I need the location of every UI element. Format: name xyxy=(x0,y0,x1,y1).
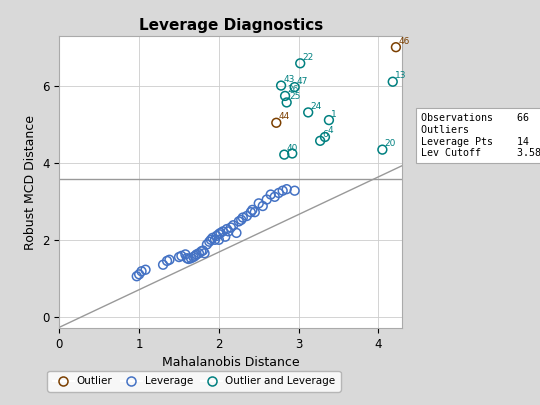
Point xyxy=(259,203,267,209)
Point xyxy=(175,254,184,260)
Point xyxy=(266,191,275,198)
Text: 20: 20 xyxy=(385,139,396,148)
Text: 13: 13 xyxy=(395,71,407,80)
Point xyxy=(216,230,225,236)
Point xyxy=(214,231,223,237)
Point xyxy=(288,150,296,157)
Point xyxy=(262,196,271,203)
Title: Leverage Diagnostics: Leverage Diagnostics xyxy=(139,17,323,32)
Text: 40: 40 xyxy=(287,144,298,153)
Text: 24: 24 xyxy=(310,102,322,111)
Point xyxy=(211,237,219,243)
Point xyxy=(282,99,291,106)
Point xyxy=(316,138,325,144)
Point xyxy=(141,266,150,273)
Point xyxy=(280,151,288,158)
Point xyxy=(135,271,144,277)
Text: 25: 25 xyxy=(289,92,300,101)
Text: 47: 47 xyxy=(297,77,308,85)
Point xyxy=(194,250,203,256)
Point xyxy=(378,146,387,153)
Point xyxy=(325,117,333,124)
Point xyxy=(278,188,287,194)
Point xyxy=(242,213,251,219)
Text: 22: 22 xyxy=(302,53,314,62)
Point xyxy=(229,222,238,228)
Point xyxy=(214,237,223,243)
Text: 43: 43 xyxy=(284,75,295,84)
Point xyxy=(239,214,247,221)
Point xyxy=(132,273,141,279)
Y-axis label: Robust MCD Distance: Robust MCD Distance xyxy=(24,115,37,250)
Text: 6: 6 xyxy=(322,130,328,139)
Point xyxy=(208,234,217,241)
Point xyxy=(159,262,167,268)
Point xyxy=(163,258,171,264)
Point xyxy=(291,84,299,90)
Point xyxy=(221,234,230,240)
Point xyxy=(281,93,289,99)
Point xyxy=(184,256,193,262)
Point xyxy=(212,233,221,239)
Text: 44: 44 xyxy=(279,112,290,121)
Point xyxy=(191,253,199,259)
X-axis label: Mahalanobis Distance: Mahalanobis Distance xyxy=(162,356,300,369)
Point xyxy=(187,255,195,262)
Point xyxy=(199,247,207,254)
Point xyxy=(177,253,186,259)
Point xyxy=(181,251,190,258)
Point xyxy=(291,188,299,194)
Point xyxy=(248,207,256,213)
Point xyxy=(296,60,305,66)
Point xyxy=(237,217,246,223)
Point xyxy=(202,241,211,247)
Point xyxy=(254,200,263,207)
Point xyxy=(224,228,233,234)
Point xyxy=(183,255,191,262)
Point xyxy=(274,190,283,196)
Point xyxy=(227,224,235,231)
Text: 46: 46 xyxy=(399,37,410,46)
Point xyxy=(271,194,279,200)
Point xyxy=(137,268,146,275)
Point xyxy=(277,82,286,89)
Text: Observations    66
Outliers              2
Leverage Pts    14
Lev Cutoff      3.: Observations 66 Outliers 2 Leverage Pts … xyxy=(421,113,540,158)
Point xyxy=(251,209,259,215)
Point xyxy=(282,186,291,192)
Point xyxy=(272,119,281,126)
Point xyxy=(304,109,313,116)
Point xyxy=(197,248,206,255)
Text: 26: 26 xyxy=(287,85,299,94)
Point xyxy=(207,237,215,243)
Point xyxy=(246,209,255,215)
Point xyxy=(388,79,397,85)
Text: 1: 1 xyxy=(332,110,337,119)
Text: 4: 4 xyxy=(327,126,333,135)
Point xyxy=(234,218,243,225)
Point xyxy=(192,251,201,258)
Point xyxy=(219,228,227,234)
Point xyxy=(165,256,174,263)
Point xyxy=(232,230,241,236)
Legend: Outlier, Leverage, Outlier and Leverage: Outlier, Leverage, Outlier and Leverage xyxy=(48,371,341,392)
Point xyxy=(392,44,400,51)
Point xyxy=(205,239,214,245)
Point xyxy=(189,254,198,260)
Point xyxy=(200,250,209,256)
Point xyxy=(222,226,231,232)
Point xyxy=(321,134,329,140)
